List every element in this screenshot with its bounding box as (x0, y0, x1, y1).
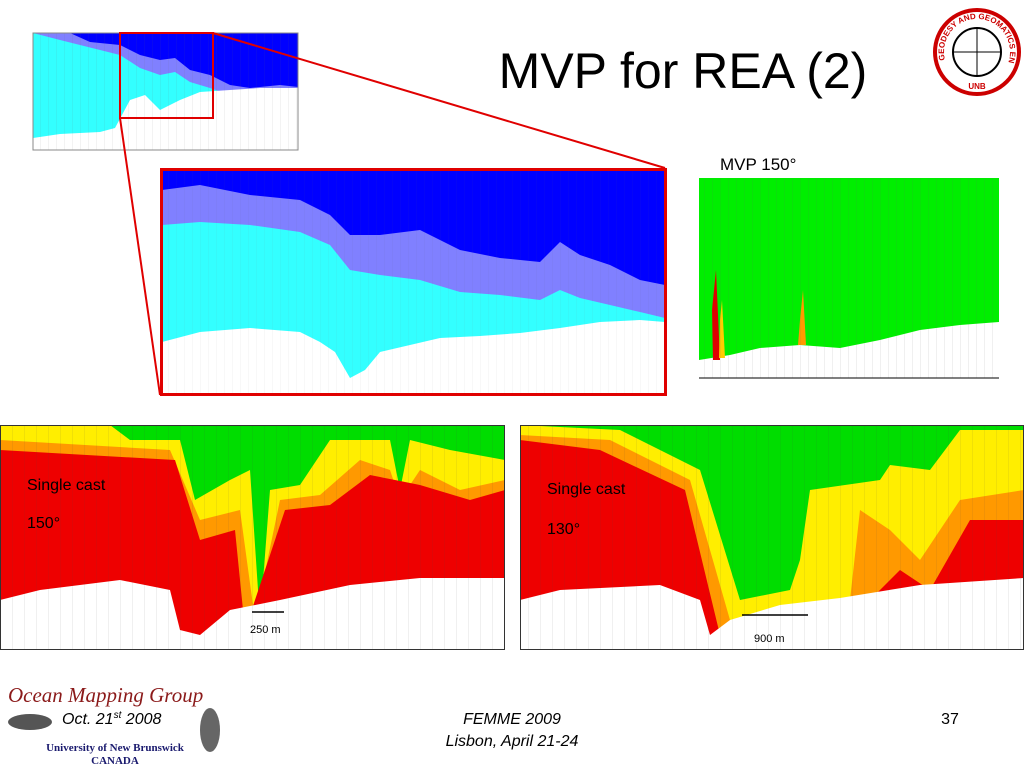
scale-label: 250 m (250, 624, 281, 636)
zoom-line (212, 32, 666, 169)
cast-chart-130: Single cast 130° 900 m (520, 425, 1024, 650)
date-sup: st (114, 710, 123, 721)
date-day: Oct. 21 (62, 711, 114, 728)
cast-angle: 150° (27, 515, 60, 532)
mvp-chart (699, 178, 999, 379)
mvp-label: MVP 150° (720, 155, 796, 174)
country: CANADA (91, 755, 139, 767)
logo-ray (200, 708, 220, 752)
place: Lisbon, April 21-24 (446, 733, 579, 750)
university: University of New Brunswick (46, 742, 185, 754)
scale-label: 900 m (754, 633, 785, 645)
event: FEMME 2009 (463, 711, 561, 728)
date: Oct. 21st 2008 (62, 710, 162, 728)
zoom-line (119, 117, 161, 396)
cast-label: Single cast (27, 477, 106, 494)
cast-label: Single cast (547, 481, 626, 498)
logo-ray (8, 714, 52, 730)
logo-text: UNB (968, 82, 986, 91)
overview-chart (32, 32, 299, 151)
cast-angle: 130° (547, 521, 580, 538)
group-name: Ocean Mapping Group (8, 683, 203, 707)
slide-title: MVP for REA (2) (499, 43, 868, 99)
date-year: 2008 (121, 711, 161, 728)
cast-chart-150: Single cast 150° 250 m (0, 425, 505, 650)
page-number: 37 (941, 711, 959, 728)
zoom-chart (160, 168, 667, 396)
